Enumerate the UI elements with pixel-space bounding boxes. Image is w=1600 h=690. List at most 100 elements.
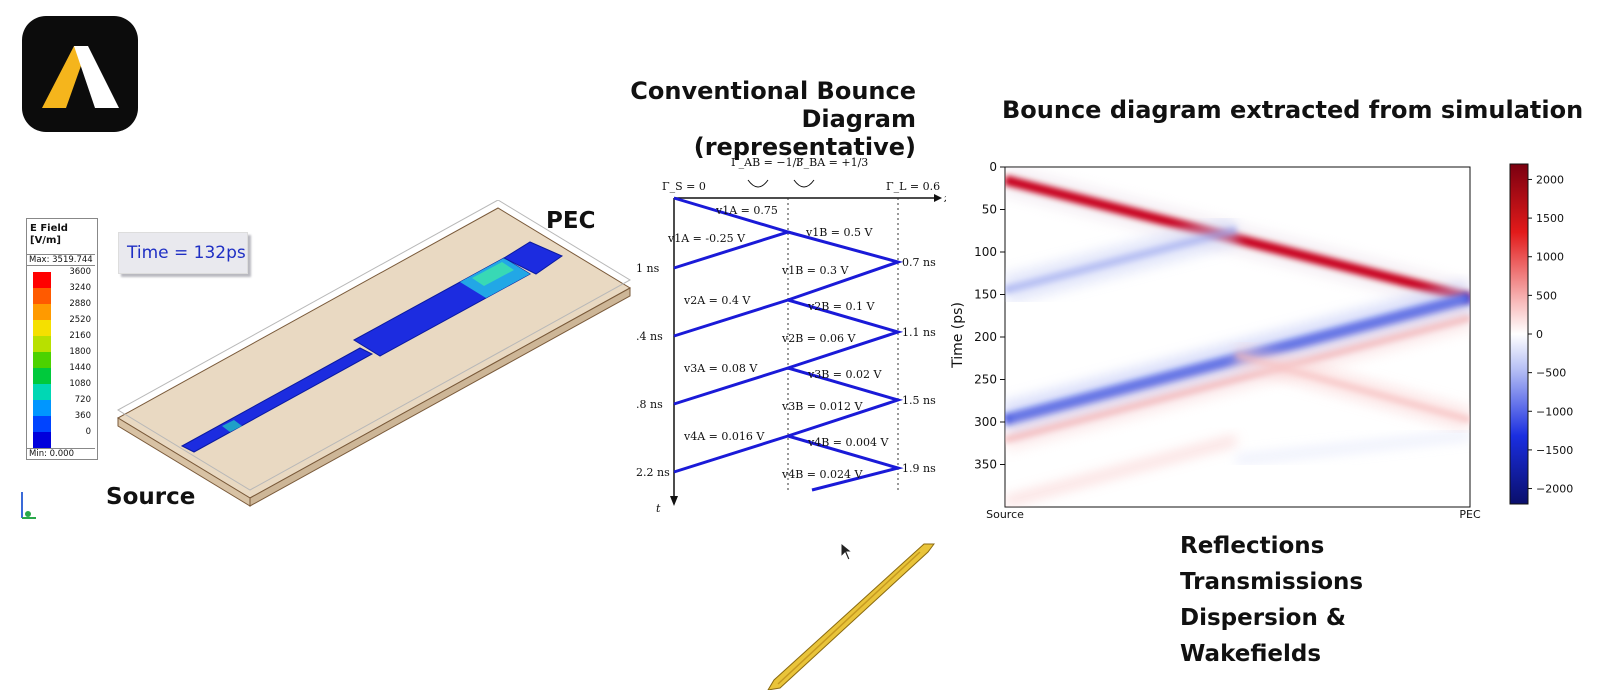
app-logo (22, 16, 138, 132)
bounce-path-b3 (673, 366, 904, 474)
logo-mark-icon (42, 46, 119, 108)
bounce-diagram: Γ_AB = −1/3 Γ_BA = +1/3 Γ_S = 0 Γ_L = 0.… (636, 156, 946, 515)
heatmap-content (1005, 167, 1470, 507)
legend-value: 1080 (69, 379, 91, 389)
wave-label-3: v1B = 0.5 V (805, 226, 873, 239)
y-tick-label: 50 (982, 203, 997, 217)
legend-swatch (33, 288, 51, 304)
legend-min: Min: 0.000 (27, 448, 95, 459)
legend-swatch (33, 336, 51, 352)
wave-label-6: v2B = 0.1 V (807, 300, 875, 313)
colorbar-tick-label: −2000 (1536, 483, 1573, 496)
legend-value: 2880 (69, 299, 91, 309)
legend-swatch (33, 352, 51, 368)
heatmap-chart: 0 50 100 150 200 250 300 350 Time (ps) Source P… (950, 160, 1573, 521)
y-axis-label: Time (ps) (950, 302, 966, 369)
left-time-3: .8 ns (636, 398, 663, 411)
box-outline (117, 200, 631, 491)
right-time-3: 1.5 ns (902, 394, 936, 407)
legend-title-line1: E Field (30, 223, 68, 234)
middle-title-line1: Conventional Bounce Diagram (630, 77, 916, 133)
legend-swatch (33, 432, 51, 448)
wave-label-11: v4A = 0.016 V (683, 430, 765, 443)
gamma-ab-arrow-icon (747, 179, 769, 188)
colorbar-tick-label: 0 (1536, 328, 1543, 341)
y-axis: 0 50 100 150 200 250 300 350 (974, 160, 1005, 472)
middle-title: Conventional Bounce Diagram (representat… (536, 77, 916, 161)
colorbar-tick-label: −1000 (1536, 405, 1573, 418)
gamma-s-label: Γ_S = 0 (662, 180, 706, 193)
wave-label-8: v3A = 0.08 V (683, 362, 758, 375)
legend-value: 2520 (69, 315, 91, 325)
right-time-2: 1.1 ns (902, 326, 936, 339)
gamma-ab-label: Γ_AB = −1/3 (731, 156, 803, 169)
wave-label-7: v2B = 0.06 V (781, 332, 856, 345)
bounce-path-b1 (673, 230, 904, 338)
z-axis-label: z (943, 192, 946, 205)
y-tick-label: 200 (974, 330, 997, 344)
wave-label-13: v4B = 0.024 V (781, 468, 863, 481)
axis-triad-icon (21, 492, 36, 519)
efield-legend: E Field [V/m] Max: 3519.744 3600 3240 2880… (26, 218, 98, 460)
left-time-4: 2.2 ns (636, 466, 670, 479)
y-tick-label: 150 (974, 288, 997, 302)
colorbar (1509, 163, 1529, 505)
findings-list: Reflections Transmissions Dispersion & W… (1180, 528, 1363, 672)
t-axis-label: t (656, 502, 661, 515)
wave-label-4: v1B = 0.3 V (781, 264, 849, 277)
wave-label-1: v1A = 0.75 (715, 204, 778, 217)
legend-swatch (33, 272, 51, 288)
time-indicator: Time = 132ps (118, 232, 248, 274)
colorbar-tick-label: −500 (1536, 367, 1566, 380)
source-port (222, 420, 242, 432)
legend-value: 0 (85, 427, 91, 437)
y-tick-label: 100 (974, 245, 997, 259)
t-axis-arrow-icon (670, 496, 678, 506)
probe-tool-icon (767, 543, 935, 690)
legend-value: 2160 (69, 331, 91, 341)
legend-swatch (33, 416, 51, 432)
colorbar-tick-label: 1000 (1536, 251, 1564, 264)
wave-label-10: v3B = 0.012 V (781, 400, 863, 413)
legend-title: E Field [V/m] (30, 223, 68, 247)
y-tick-label: 0 (989, 160, 997, 174)
middle-title-line2: (representative) (693, 133, 916, 161)
legend-swatch (33, 384, 51, 400)
gamma-ba-arrow-icon (793, 179, 815, 188)
wave-label-5: v2A = 0.4 V (683, 294, 751, 307)
bounce-path (673, 196, 904, 492)
legend-value: 720 (74, 395, 91, 405)
z-axis-arrow-icon (934, 194, 942, 202)
finding-item: Reflections (1180, 533, 1325, 559)
right-time-1: 0.7 ns (902, 256, 936, 269)
colorbar-axis: 2000 1500 1000 500 0 −500 −1000 −1500 −2000 (1528, 173, 1573, 496)
time-label: Time = 132ps (127, 243, 246, 263)
left-time-1: 1 ns (636, 262, 660, 275)
wave-label-9: v3B = 0.02 V (807, 368, 882, 381)
legend-value: 3600 (69, 267, 91, 277)
right-title: Bounce diagram extracted from simulation (1002, 96, 1584, 124)
legend-swatch (33, 320, 51, 336)
pcb-model (117, 200, 631, 507)
y-tick-label: 350 (974, 458, 997, 472)
pec-label: PEC (546, 208, 596, 234)
y-tick-label: 300 (974, 415, 997, 429)
x-tick-source: Source (986, 508, 1024, 521)
colorbar-tick-label: 2000 (1536, 173, 1564, 186)
finding-item: Dispersion & (1180, 605, 1346, 631)
y-tick-label: 250 (974, 373, 997, 387)
finding-item: Wakefields (1180, 641, 1322, 667)
bounce-path-b4 (787, 434, 904, 492)
colorbar-tick-label: 1500 (1536, 212, 1564, 225)
legend-title-line2: [V/m] (30, 235, 61, 246)
trace-pec-end (502, 241, 564, 275)
right-time-4: 1.9 ns (902, 462, 936, 475)
legend-swatch (33, 304, 51, 320)
mouse-cursor-icon (840, 542, 854, 561)
bounce-path-b2 (673, 298, 904, 406)
finding-item: Transmissions (1180, 569, 1364, 595)
colorbar-tick-label: −1500 (1536, 444, 1573, 457)
left-time-2: .4 ns (636, 330, 663, 343)
wakefield-band (1005, 435, 1238, 507)
x-tick-pec: PEC (1459, 508, 1481, 521)
